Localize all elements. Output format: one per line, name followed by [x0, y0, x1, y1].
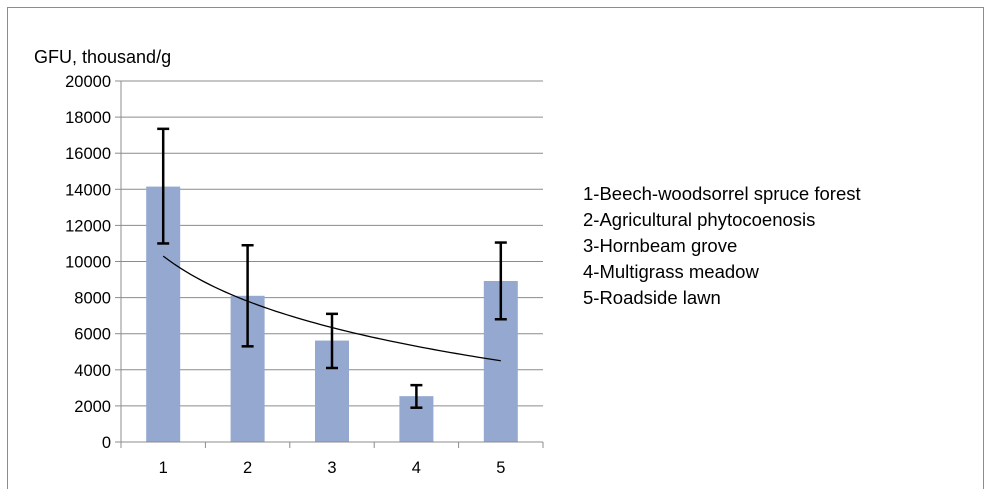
y-tick-label: 10000 [65, 254, 111, 272]
gridlines [121, 80, 543, 407]
y-tick-label: 4000 [74, 362, 111, 380]
axes: 0 2000 4000 6000 8000 10000 12000 14000 16000 180… [65, 73, 544, 477]
legend-entry: 5-Roadside lawn [583, 287, 721, 308]
error-bar [410, 383, 423, 409]
legend-entry: 1-Beech-woodsorrel spruce forest [583, 183, 861, 204]
error-bar [326, 312, 338, 370]
trendline-layer [162, 255, 501, 362]
y-tick-label: 16000 [65, 145, 111, 163]
trendline [162, 255, 501, 362]
error-bar [157, 127, 170, 245]
y-tick-label: 2000 [74, 398, 111, 416]
y-tick-label: 0 [102, 434, 111, 452]
x-tick-label: 2 [243, 459, 252, 477]
bars [146, 186, 518, 442]
x-tick-label: 4 [412, 459, 421, 477]
y-tick-label: 20000 [65, 73, 111, 91]
chart-frame [7, 7, 984, 489]
error-bar [241, 244, 254, 348]
y-axis-label: GFU, thousand/g [34, 47, 171, 67]
legend-entry: 2-Agricultural phytocoenosis [583, 209, 815, 230]
error-bars [157, 127, 507, 409]
error-bar [494, 241, 507, 321]
legend-entry: 4-Multigrass meadow [583, 261, 759, 282]
x-tick-label: 1 [159, 459, 168, 477]
y-tick-label: 6000 [74, 326, 111, 344]
y-tick-label: 12000 [65, 217, 111, 235]
legend: 1-Beech-woodsorrel spruce forest 2-Agricu… [583, 183, 861, 308]
legend-entry: 3-Hornbeam grove [583, 235, 737, 256]
y-tick-label: 8000 [74, 290, 111, 308]
x-tick-label: 5 [496, 459, 505, 477]
y-tick-label: 18000 [65, 109, 111, 127]
x-tick-label: 3 [327, 459, 336, 477]
y-tick-label: 14000 [65, 181, 111, 199]
